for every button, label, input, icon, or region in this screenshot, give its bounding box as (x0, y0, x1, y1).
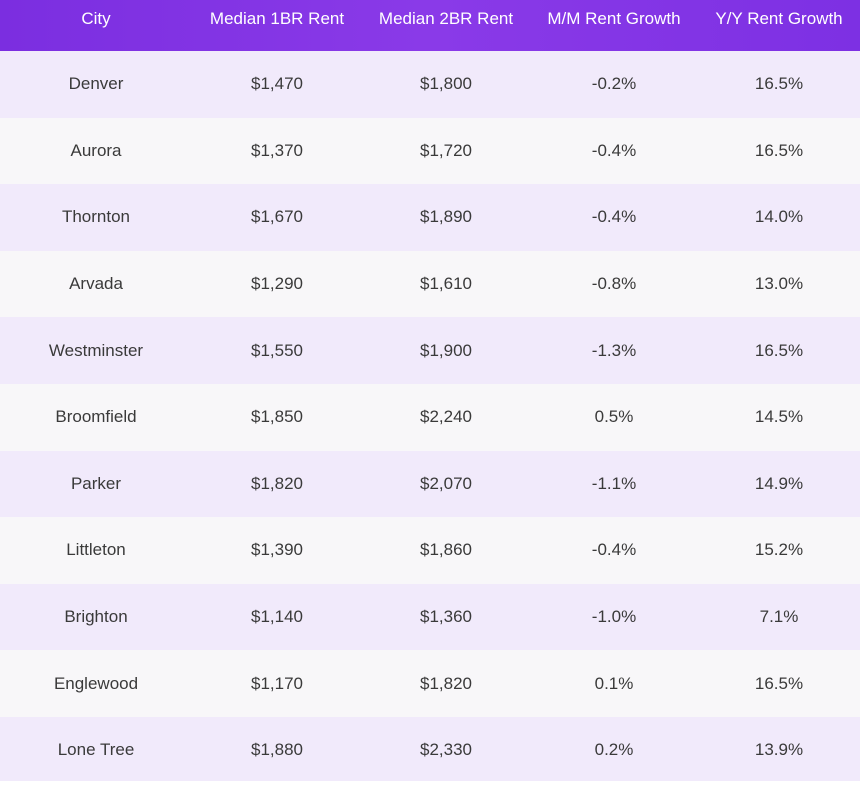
cell-city: Denver (68, 74, 124, 94)
cell-2br-rent: $2,330 (420, 740, 472, 760)
cell-city: Lone Tree (57, 740, 135, 760)
header-city: City (81, 9, 111, 28)
cell-2br-rent: $2,240 (420, 407, 472, 427)
cell-city: Littleton (66, 540, 126, 560)
cell-yy-growth: 15.2% (754, 540, 804, 560)
cell-mm-growth: -0.4% (591, 140, 637, 160)
cell-2br-rent: $1,610 (420, 274, 472, 294)
cell-city: Thornton (61, 207, 131, 227)
cell-2br-rent: $1,900 (420, 340, 472, 360)
cell-mm-growth: 0.2% (594, 740, 634, 760)
cell-mm-growth: -0.2% (591, 74, 637, 94)
cell-yy-growth: 14.0% (754, 207, 804, 227)
cell-1br-rent: $1,290 (251, 274, 303, 294)
cell-mm-growth: -0.4% (591, 207, 637, 227)
cell-mm-growth: -0.8% (591, 274, 637, 294)
cell-city: Arvada (69, 274, 123, 294)
cell-1br-rent: $1,170 (251, 673, 303, 693)
cell-city: Broomfield (55, 407, 137, 427)
cell-2br-rent: $1,890 (420, 207, 472, 227)
table-row: Broomfield $1,850 $2,240 0.5% 14.5% (0, 383, 860, 451)
cell-mm-growth: -1.1% (591, 473, 637, 493)
cell-yy-growth: 13.9% (754, 740, 804, 760)
header-median-1br-rent: Median 1BR Rent (209, 9, 345, 28)
cell-yy-growth: 14.5% (754, 407, 804, 427)
header-yy-rent-growth: Y/Y Rent Growth (715, 9, 843, 28)
table-body: Denver $1,470 $1,800 -0.2% 16.5% Aurora … (0, 51, 860, 784)
cell-mm-growth: -1.3% (591, 340, 637, 360)
cell-yy-growth: 16.5% (754, 74, 804, 94)
table-row: Denver $1,470 $1,800 -0.2% 16.5% (0, 51, 860, 118)
bottom-edge (0, 781, 860, 785)
table-row: Aurora $1,370 $1,720 -0.4% 16.5% (0, 117, 860, 185)
cell-1br-rent: $1,670 (251, 207, 303, 227)
header-mm-rent-growth: M/M Rent Growth (547, 9, 681, 28)
cell-city: Brighton (64, 607, 128, 627)
cell-1br-rent: $1,470 (251, 74, 303, 94)
table-header: City Median 1BR Rent Median 2BR Rent M/M… (0, 0, 860, 51)
table-row: Arvada $1,290 $1,610 -0.8% 13.0% (0, 250, 860, 318)
cell-2br-rent: $1,720 (420, 140, 472, 160)
cell-2br-rent: $1,820 (420, 673, 472, 693)
cell-2br-rent: $1,360 (420, 607, 472, 627)
cell-city: Westminster (48, 340, 144, 360)
cell-city: Parker (70, 473, 122, 493)
table-row: Lone Tree $1,880 $2,330 0.2% 13.9% (0, 716, 860, 784)
cell-1br-rent: $1,820 (251, 473, 303, 493)
table-row: Brighton $1,140 $1,360 -1.0% 7.1% (0, 583, 860, 651)
table-row: Englewood $1,170 $1,820 0.1% 16.5% (0, 650, 860, 717)
header-row: City Median 1BR Rent Median 2BR Rent M/M… (0, 0, 860, 51)
cell-1br-rent: $1,550 (251, 340, 303, 360)
cell-city: Aurora (70, 140, 122, 160)
cell-yy-growth: 16.5% (754, 140, 804, 160)
cell-yy-growth: 16.5% (754, 673, 804, 693)
cell-mm-growth: -0.4% (591, 540, 637, 560)
table-row: Parker $1,820 $2,070 -1.1% 14.9% (0, 450, 860, 518)
cell-yy-growth: 16.5% (754, 340, 804, 360)
header-median-2br-rent: Median 2BR Rent (378, 9, 514, 28)
cell-city: Englewood (53, 673, 139, 693)
cell-yy-growth: 7.1% (759, 607, 799, 627)
cell-mm-growth: -1.0% (591, 607, 637, 627)
cell-1br-rent: $1,850 (251, 407, 303, 427)
table-row: Littleton $1,390 $1,860 -0.4% 15.2% (0, 517, 860, 584)
cell-1br-rent: $1,880 (251, 740, 303, 760)
cell-1br-rent: $1,370 (251, 140, 303, 160)
cell-mm-growth: 0.5% (594, 407, 634, 427)
cell-2br-rent: $2,070 (420, 473, 472, 493)
cell-1br-rent: $1,390 (251, 540, 303, 560)
cell-1br-rent: $1,140 (251, 607, 303, 627)
cell-yy-growth: 13.0% (754, 274, 804, 294)
table-row: Thornton $1,670 $1,890 -0.4% 14.0% (0, 184, 860, 251)
table-row: Westminster $1,550 $1,900 -1.3% 16.5% (0, 317, 860, 384)
cell-2br-rent: $1,860 (420, 540, 472, 560)
cell-mm-growth: 0.1% (594, 673, 634, 693)
cell-2br-rent: $1,800 (420, 74, 472, 94)
cell-yy-growth: 14.9% (754, 473, 804, 493)
